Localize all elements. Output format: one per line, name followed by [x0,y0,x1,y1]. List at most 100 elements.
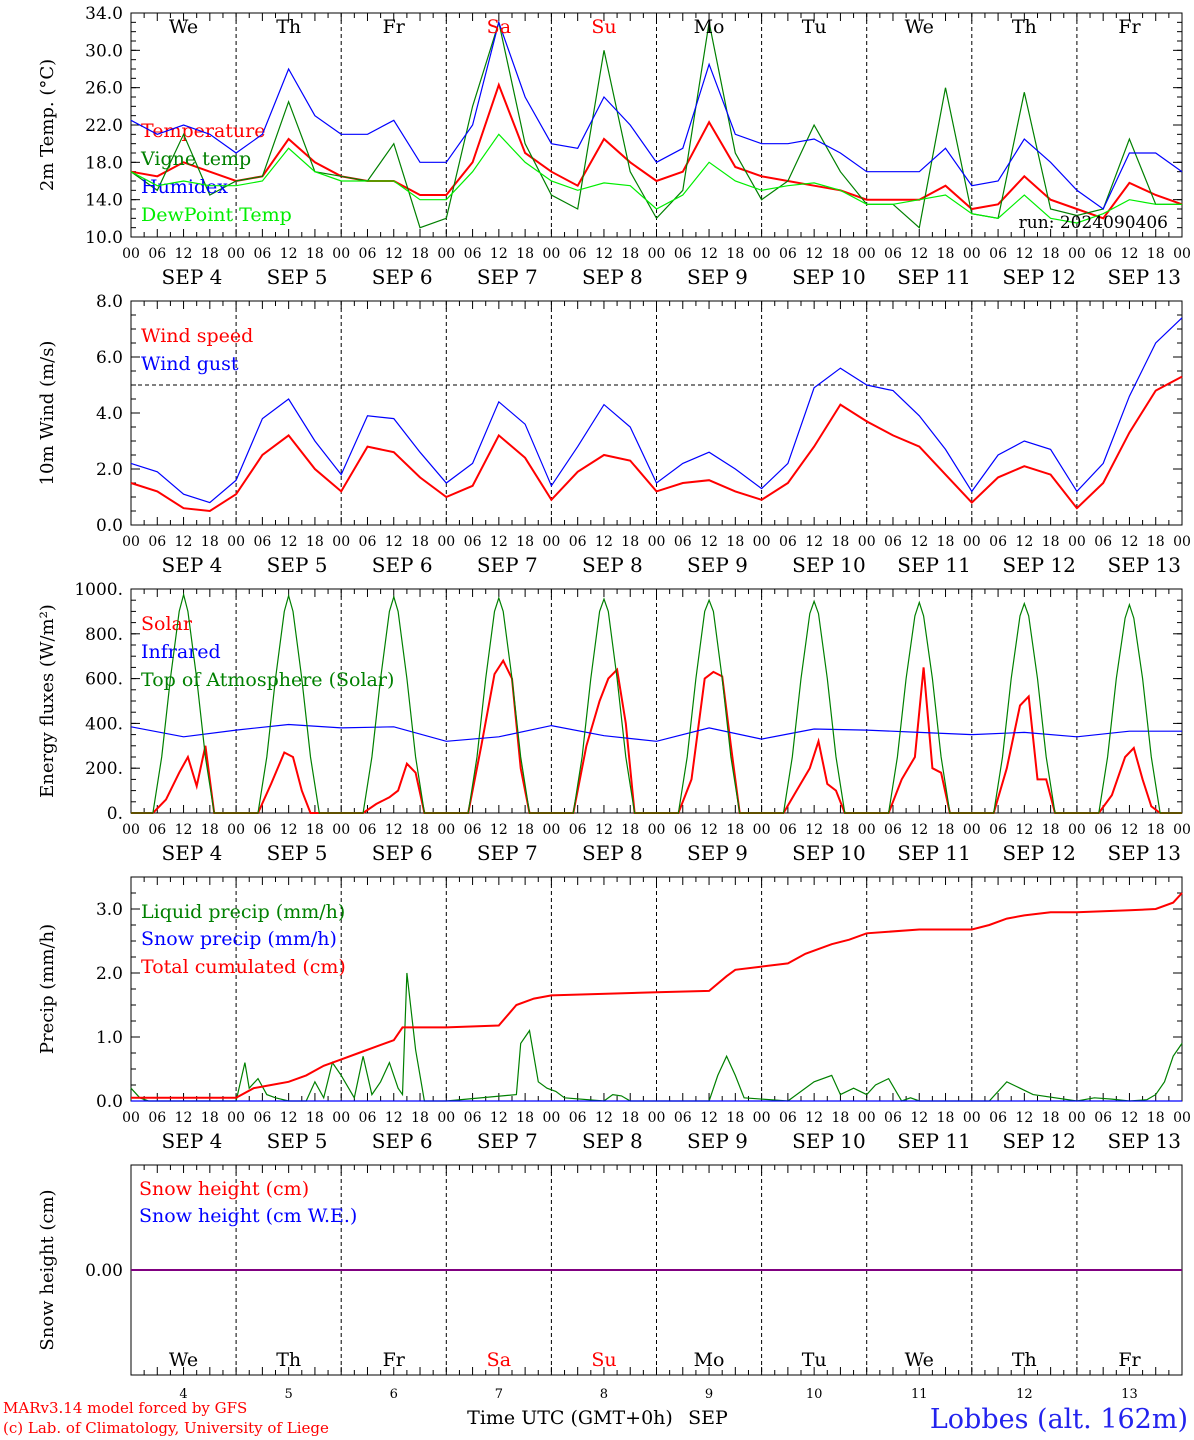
legend-entry: Solar [141,613,193,635]
y-tick-label: 600. [85,670,123,690]
y-tick-label: 6.0 [96,348,123,368]
series-line-wind-speed [130,375,1183,513]
hour-tick-label: 06 [884,534,902,550]
hour-tick-label: 12 [175,246,193,262]
date-label: SEP 9 [687,265,748,289]
date-label: SEP 12 [1002,1129,1076,1153]
hour-tick-label: 12 [700,1110,718,1126]
station-label: Lobbes (alt. 162m) [930,1404,1188,1435]
y-tick-label: 34.0 [85,4,123,24]
day-name-label: Th [1012,1349,1037,1371]
hour-tick-label: 06 [253,246,271,262]
hour-tick-label: 12 [385,822,403,838]
hour-tick-label: 06 [674,534,692,550]
date-label: SEP 11 [897,841,971,865]
hour-tick-label: 18 [516,1110,534,1126]
day-number-label: 11 [911,1387,928,1402]
hour-tick-label: 12 [280,822,298,838]
hour-tick-label: 18 [411,246,429,262]
hour-tick-label: 12 [910,822,928,838]
hour-tick-label: 00 [227,246,245,262]
hour-tick-label: 18 [621,534,639,550]
y-axis-label: Precip (mm/h) [37,924,58,1054]
hour-tick-label: 00 [332,822,350,838]
day-number-label: 8 [600,1387,608,1402]
y-axis-label: 10m Wind (m/s) [37,341,58,486]
hour-tick-label: 06 [1094,1110,1112,1126]
hour-tick-label: 00 [648,534,666,550]
day-number-label: 10 [806,1387,823,1402]
hour-tick-label: 06 [359,534,377,550]
day-name-label: Tu [802,1349,827,1371]
hour-tick-label: 12 [490,822,508,838]
hour-tick-label: 00 [753,1110,771,1126]
day-number-label: 7 [495,1387,503,1402]
hour-tick-label: 00 [437,246,455,262]
hour-tick-label: 06 [253,1110,271,1126]
day-name-label: Th [276,16,301,38]
hour-tick-label: 00 [332,1110,350,1126]
hour-tick-label: 00 [437,534,455,550]
day-name-label: Mo [694,16,725,38]
hour-tick-label: 12 [1015,246,1033,262]
y-tick-label: 26.0 [85,79,123,99]
date-label: SEP 9 [687,553,748,577]
date-label: SEP 6 [372,841,433,865]
day-name-label: Fr [383,1349,406,1371]
day-name-label: Th [276,1349,301,1371]
hour-tick-label: 06 [779,246,797,262]
hour-tick-label: 06 [569,822,587,838]
y-tick-label: 18.0 [85,153,123,173]
hour-tick-label: 00 [542,246,560,262]
date-label: SEP 4 [162,841,223,865]
y-tick-label: 0.00 [85,1261,123,1281]
hour-tick-label: 00 [1173,246,1191,262]
date-label: SEP 13 [1107,841,1181,865]
date-label: SEP 8 [582,553,643,577]
hour-tick-label: 00 [437,822,455,838]
hour-tick-label: 18 [1042,534,1060,550]
hour-tick-label: 06 [464,1110,482,1126]
hour-tick-label: 18 [1147,1110,1165,1126]
hour-tick-label: 00 [963,246,981,262]
hour-tick-label: 06 [569,246,587,262]
hour-tick-label: 00 [963,1110,981,1126]
date-label: SEP 10 [792,1129,866,1153]
day-name-label: Mo [694,1349,725,1371]
date-label: SEP 5 [267,841,328,865]
day-number-label: 9 [705,1387,713,1402]
legend-entry: Total cumulated (cm) [141,956,346,978]
hour-tick-label: 06 [1094,534,1112,550]
hour-tick-label: 00 [437,1110,455,1126]
hour-tick-label: 18 [1147,822,1165,838]
y-axis-label: 2m Temp. (°C) [37,59,58,191]
day-name-label: We [169,16,198,38]
date-label: SEP 7 [477,553,538,577]
date-label: SEP 13 [1107,553,1181,577]
date-label: SEP 10 [792,265,866,289]
y-tick-label: 1.0 [96,1028,123,1048]
hour-tick-label: 18 [832,822,850,838]
hour-tick-label: 18 [306,1110,324,1126]
hour-tick-label: 00 [1068,534,1086,550]
day-name-label: Fr [1118,16,1141,38]
hour-tick-label: 06 [359,1110,377,1126]
series-line-total-cumulated-cm- [131,892,1183,1099]
hour-tick-label: 06 [148,246,166,262]
hour-tick-label: 06 [1094,822,1112,838]
panel-2: 0.0 2.0 4.0 6.0 8.0 10m Wind (m/s) Wind speed W… [37,292,1191,577]
date-label: SEP 8 [582,841,643,865]
hour-tick-label: 00 [858,822,876,838]
hour-tick-label: 00 [1173,1110,1191,1126]
hour-tick-label: 06 [674,246,692,262]
hour-tick-label: 18 [1147,246,1165,262]
hour-tick-label: 06 [569,1110,587,1126]
y-tick-label: 22.0 [85,116,123,136]
date-label: SEP 9 [687,1129,748,1153]
hour-tick-label: 12 [700,534,718,550]
y-axis-label: Snow height (cm) [37,1189,58,1350]
day-name-label: Th [1012,16,1037,38]
legend-entry: Wind gust [141,353,239,375]
panel-1: 10.0 14.0 18.0 22.0 26.0 30.0 34.0 2m Temp. (°C… [37,4,1191,289]
hour-tick-label: 00 [1173,822,1191,838]
